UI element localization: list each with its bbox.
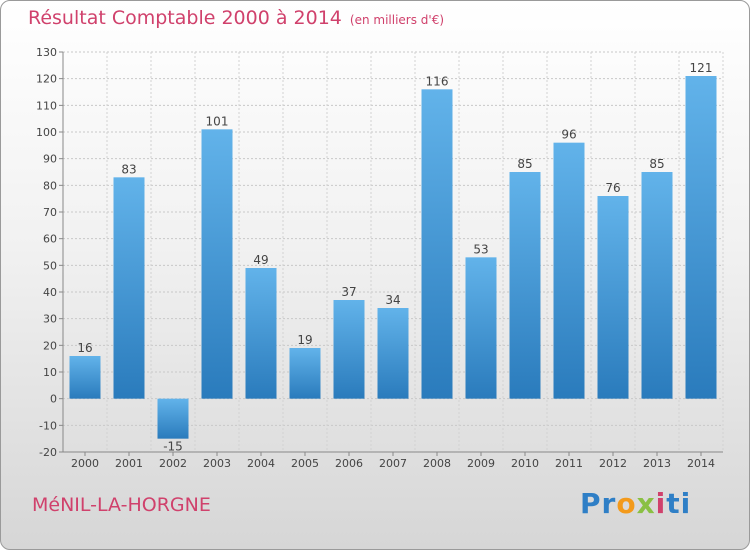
data-label-2013: 85 bbox=[649, 157, 664, 171]
bar-2013 bbox=[641, 172, 673, 399]
bar-2014 bbox=[685, 76, 717, 399]
x-tick-label: 2005 bbox=[291, 457, 319, 470]
bar-2010 bbox=[509, 172, 541, 399]
axes bbox=[59, 51, 723, 456]
x-tick-label: 2010 bbox=[511, 457, 539, 470]
y-tick-label: 100 bbox=[36, 126, 57, 139]
bar-2008 bbox=[421, 89, 453, 399]
bar-2003 bbox=[201, 129, 233, 399]
bar-2007 bbox=[377, 308, 409, 399]
logo-letter: P bbox=[580, 487, 602, 520]
data-label-2014: 121 bbox=[690, 61, 713, 75]
data-labels: 16 83 -15 101 49 19 37 34 116 53 85 96 76 85 121 bbox=[77, 61, 712, 454]
y-tick-label: 10 bbox=[43, 366, 57, 379]
data-label-2012: 76 bbox=[605, 181, 620, 195]
chart-subtitle: (en milliers d'€) bbox=[349, 13, 445, 27]
y-tick-label: -20 bbox=[39, 446, 57, 459]
bar-2011 bbox=[553, 142, 585, 399]
y-tick-label: 70 bbox=[43, 206, 57, 219]
x-tick-label: 2003 bbox=[203, 457, 231, 470]
data-label-2005: 19 bbox=[297, 333, 312, 347]
y-tick-label: 60 bbox=[43, 233, 57, 246]
logo-letter: i bbox=[680, 487, 692, 520]
x-tick-label: 2008 bbox=[423, 457, 451, 470]
data-label-2002: -15 bbox=[163, 440, 183, 454]
data-label-2011: 96 bbox=[561, 128, 576, 142]
x-tick-labels: 2000 2001 2002 2003 2004 2005 2006 2007 2008 2009… bbox=[71, 457, 715, 470]
bar-2004 bbox=[245, 268, 277, 399]
y-tick-label: 80 bbox=[43, 179, 57, 192]
proxiti-logo: Proxiti bbox=[580, 487, 691, 520]
bar-2012 bbox=[597, 196, 629, 399]
title-text: Résultat Comptable 2000 à 2014 bbox=[28, 7, 342, 29]
logo-letter: r bbox=[601, 487, 617, 520]
x-tick-label: 2014 bbox=[687, 457, 715, 470]
y-tick-label: 20 bbox=[43, 339, 57, 352]
x-tick-label: 2009 bbox=[467, 457, 495, 470]
data-label-2001: 83 bbox=[121, 162, 136, 176]
data-label-2006: 37 bbox=[341, 285, 356, 299]
y-tick-label: 110 bbox=[36, 99, 57, 112]
bar-2006 bbox=[333, 300, 365, 399]
y-tick-label: 90 bbox=[43, 153, 57, 166]
y-tick-label: 130 bbox=[36, 46, 57, 59]
y-tick-label: 40 bbox=[43, 286, 57, 299]
y-tick-label: 0 bbox=[50, 393, 57, 406]
data-label-2008: 116 bbox=[426, 74, 449, 88]
x-tick-label: 2002 bbox=[159, 457, 187, 470]
y-tick-labels: -20 -10 0 10 20 30 40 50 60 70 80 90 100 110 120 130 bbox=[36, 46, 57, 459]
bar-2009 bbox=[465, 257, 497, 399]
data-label-2009: 53 bbox=[473, 242, 488, 256]
logo-letter: i bbox=[655, 487, 667, 520]
x-tick-label: 2007 bbox=[379, 457, 407, 470]
x-tick-label: 2001 bbox=[115, 457, 143, 470]
logo-letter: x bbox=[636, 487, 656, 520]
y-tick-label: -10 bbox=[39, 419, 57, 432]
x-tick-label: 2006 bbox=[335, 457, 363, 470]
x-tick-label: 2013 bbox=[643, 457, 671, 470]
bar-2001 bbox=[113, 177, 145, 399]
data-label-2000: 16 bbox=[77, 341, 92, 355]
x-tick-label: 2000 bbox=[71, 457, 99, 470]
commune-name: MéNIL-LA-HORGNE bbox=[32, 494, 211, 516]
logo-letter: t bbox=[666, 487, 681, 520]
bar-2002 bbox=[157, 398, 189, 439]
bar-2005 bbox=[289, 348, 321, 399]
bars bbox=[69, 76, 717, 439]
logo-letter: o bbox=[616, 487, 637, 520]
x-tick-label: 2012 bbox=[599, 457, 627, 470]
x-tick-label: 2011 bbox=[555, 457, 583, 470]
x-tick-label: 2004 bbox=[247, 457, 275, 470]
data-label-2010: 85 bbox=[517, 157, 532, 171]
chart-title: Résultat Comptable 2000 à 2014 (en millie… bbox=[28, 7, 444, 29]
data-label-2007: 34 bbox=[385, 293, 400, 307]
y-tick-label: 120 bbox=[36, 73, 57, 86]
bar-2000 bbox=[69, 356, 101, 399]
data-label-2003: 101 bbox=[206, 114, 229, 128]
grid-lines bbox=[62, 51, 724, 453]
y-tick-label: 30 bbox=[43, 313, 57, 326]
data-label-2004: 49 bbox=[253, 253, 268, 267]
y-tick-label: 50 bbox=[43, 259, 57, 272]
